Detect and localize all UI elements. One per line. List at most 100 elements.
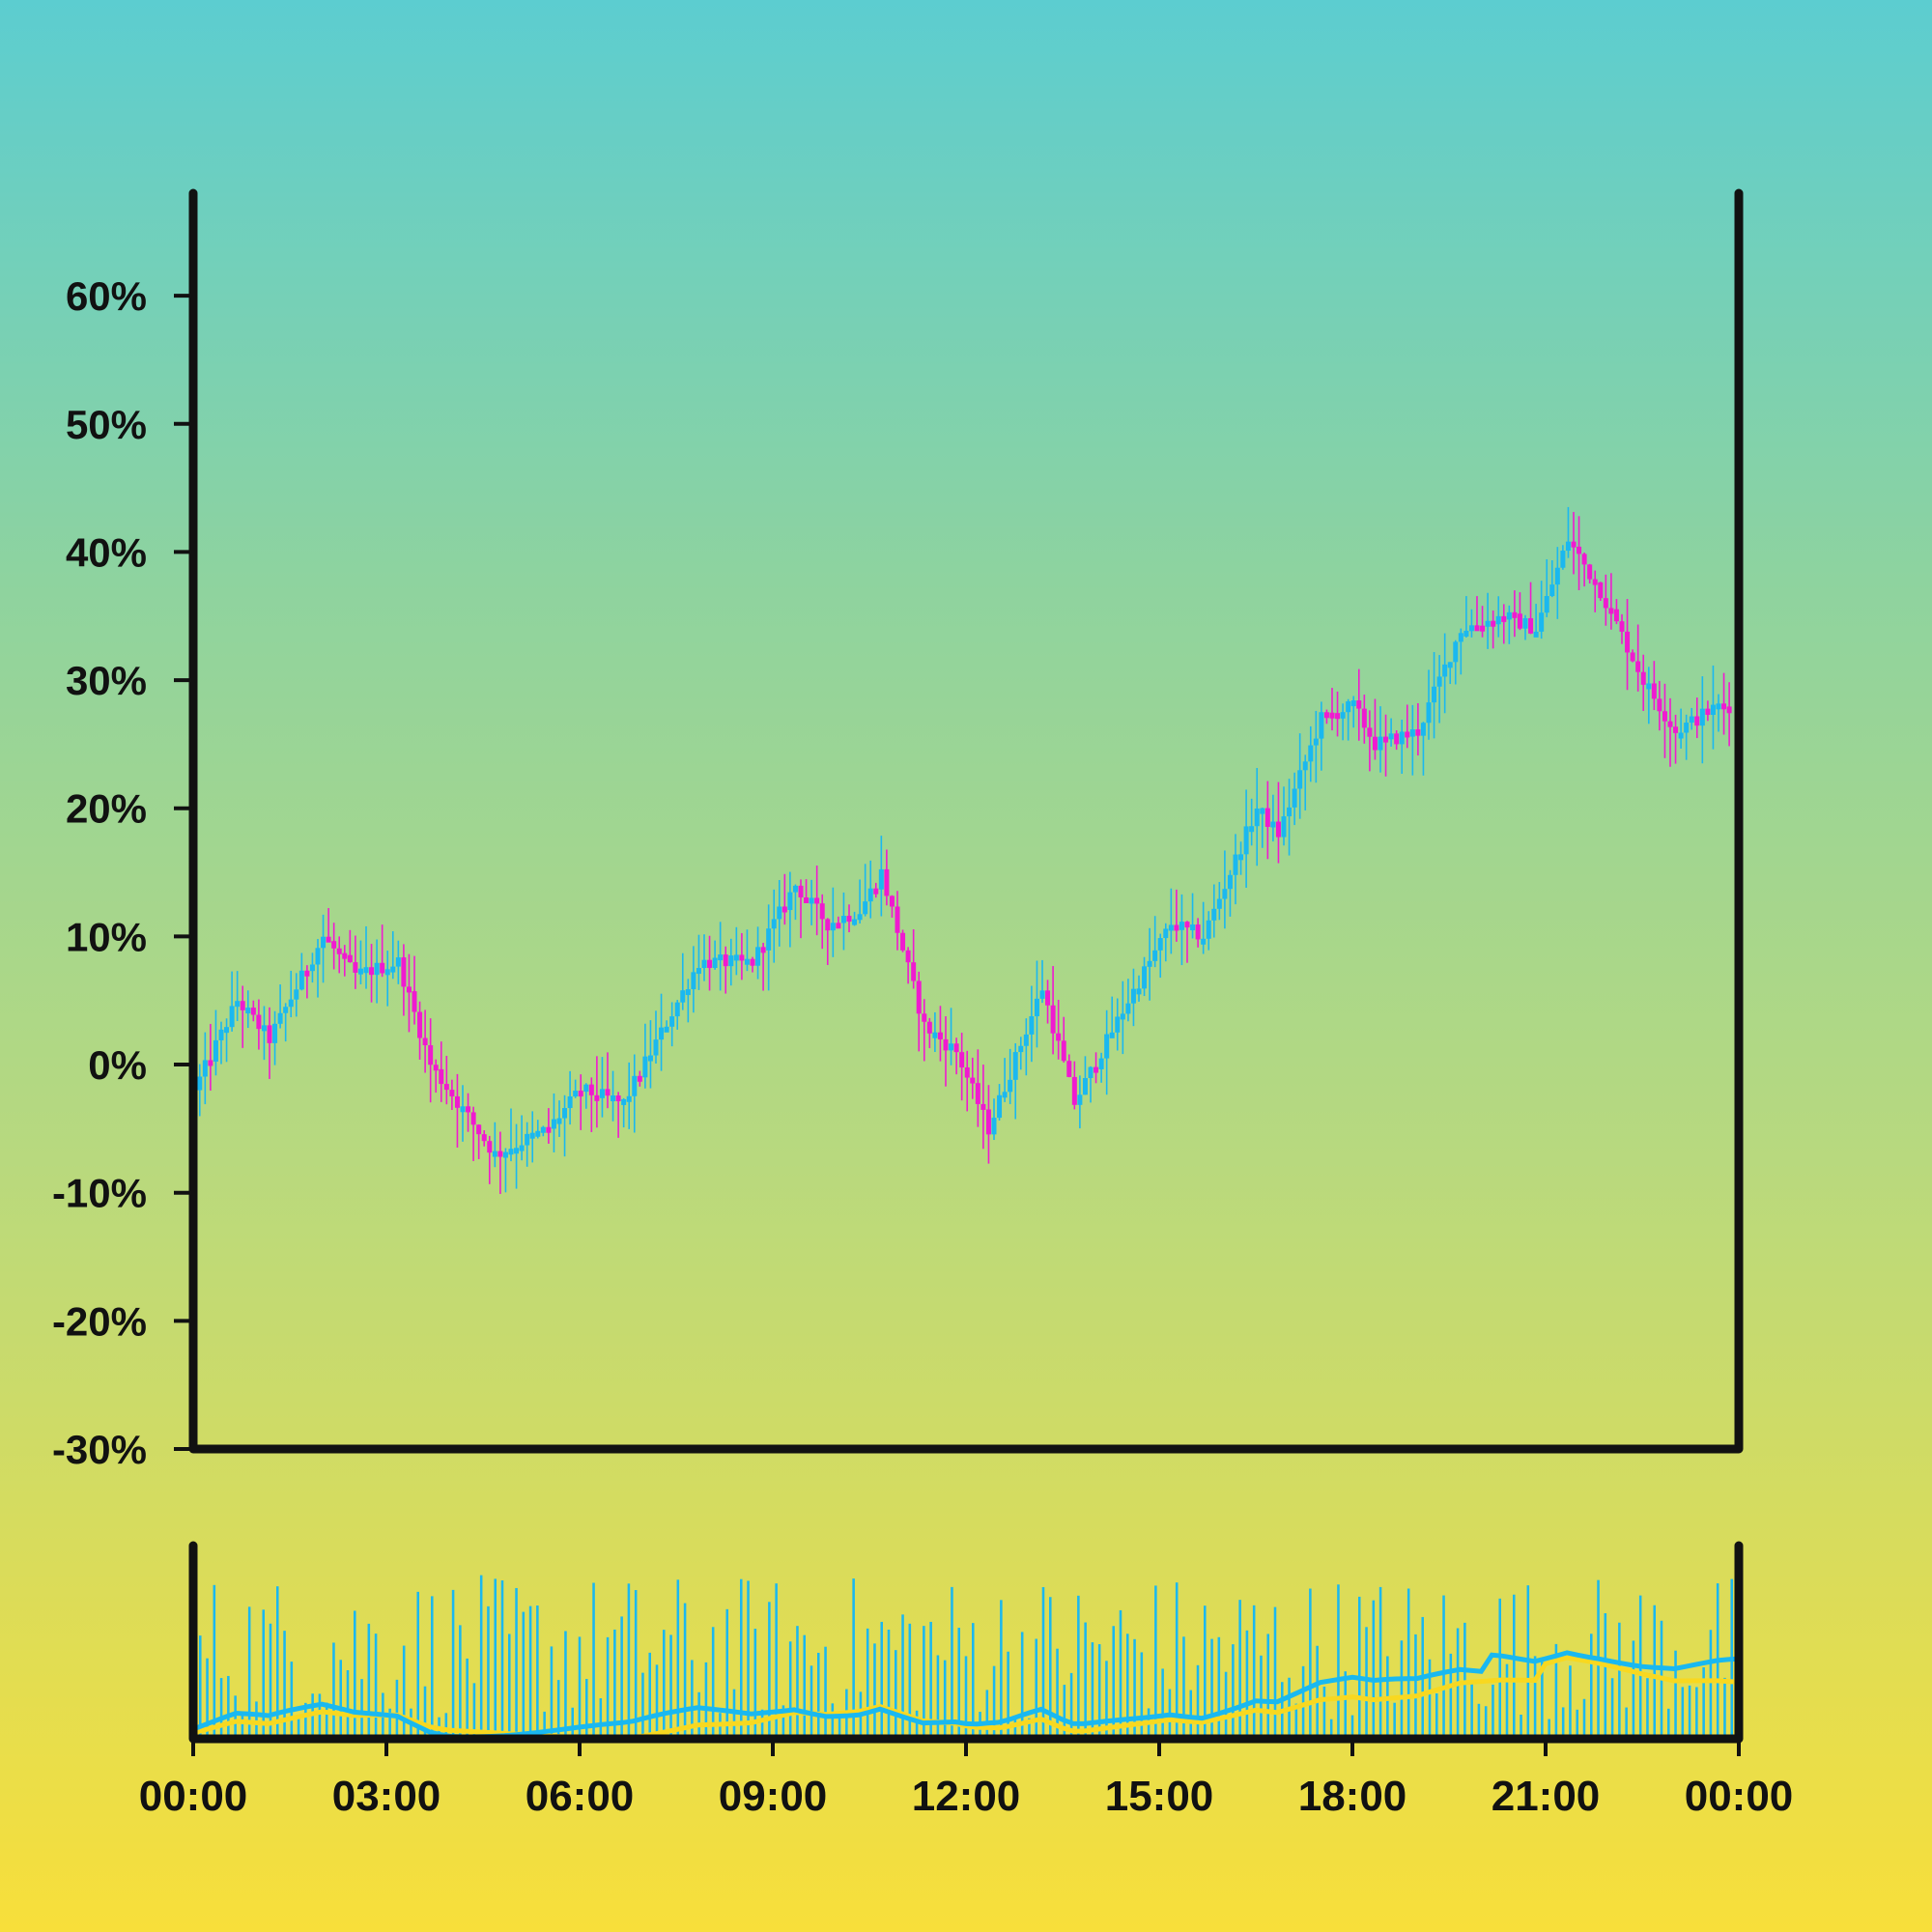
- candle-body: [1565, 541, 1571, 552]
- volume-bar: [1709, 1630, 1713, 1739]
- volume-bar: [915, 1710, 919, 1739]
- candle-body: [659, 1027, 665, 1040]
- candle-body: [336, 948, 342, 954]
- candle-body: [1721, 703, 1727, 710]
- y-tick-label: 10%: [66, 914, 147, 959]
- candle-body: [1350, 700, 1356, 707]
- candle-body: [1168, 924, 1174, 931]
- candle-body: [1689, 716, 1694, 724]
- candle-body: [1227, 874, 1233, 890]
- volume-bar: [451, 1589, 455, 1739]
- candle-body: [1367, 727, 1373, 737]
- candle-body: [1549, 584, 1555, 597]
- candle-body: [707, 959, 713, 969]
- volume-bar: [1513, 1594, 1516, 1739]
- volume-bar: [866, 1628, 869, 1739]
- candle-body: [470, 1112, 476, 1125]
- volume-bar: [725, 1608, 728, 1739]
- candle-body: [766, 928, 772, 951]
- candle-body: [1216, 898, 1222, 909]
- volume-bar: [1140, 1652, 1144, 1739]
- candle-body: [250, 1008, 256, 1015]
- candle-body: [1415, 729, 1421, 736]
- candle-body: [937, 1032, 943, 1039]
- candle-body: [406, 986, 412, 993]
- volume-bar: [354, 1610, 356, 1739]
- volume-bar: [711, 1627, 715, 1739]
- volume-bar: [747, 1580, 750, 1739]
- candle-body: [573, 1091, 579, 1097]
- candle-body: [739, 954, 745, 961]
- candle-body: [1662, 711, 1667, 722]
- volume-bar: [1077, 1595, 1080, 1739]
- candle-body: [975, 1083, 980, 1104]
- candle-body: [1050, 1005, 1056, 1034]
- candle-body: [1491, 620, 1496, 627]
- volume-bar: [1625, 1707, 1628, 1739]
- volume-bar: [332, 1642, 335, 1739]
- volume-bar: [1393, 1702, 1396, 1739]
- candle-body: [852, 919, 858, 925]
- y-tick-label: 40%: [66, 529, 147, 575]
- candle-body: [1287, 807, 1293, 817]
- volume-bar: [1204, 1605, 1207, 1739]
- candle-body: [771, 919, 777, 929]
- volume-bar: [1084, 1622, 1087, 1739]
- candle-body: [1710, 704, 1716, 716]
- axes: [188, 188, 1744, 1744]
- volume-bar: [957, 1628, 960, 1739]
- candle-body: [1468, 625, 1474, 632]
- candle-body: [949, 1043, 954, 1051]
- candle-body: [674, 1002, 680, 1017]
- x-tick-label: 00:00: [1685, 1773, 1794, 1820]
- candle-body: [1082, 1078, 1088, 1095]
- candle-body: [294, 989, 299, 1000]
- candle-body: [1678, 732, 1684, 739]
- volume-bar: [206, 1658, 209, 1739]
- candle-body: [1275, 821, 1281, 838]
- volume-bar: [1196, 1664, 1200, 1739]
- volume-bar: [431, 1596, 434, 1739]
- candle-body: [315, 948, 321, 965]
- candle-body: [777, 906, 782, 920]
- candle-body: [439, 1068, 444, 1085]
- volume-bar: [325, 1702, 328, 1739]
- candle-body: [685, 989, 691, 996]
- volume-bar: [1484, 1706, 1488, 1739]
- candle-body: [1002, 1092, 1008, 1098]
- candle-body: [417, 1011, 423, 1038]
- volume-bar: [234, 1695, 237, 1739]
- candle-body: [1297, 770, 1303, 789]
- candle-body: [1056, 1033, 1062, 1041]
- candle-body: [1206, 920, 1211, 939]
- candle-body: [755, 947, 761, 966]
- candle-body: [895, 906, 900, 933]
- candle-body: [1061, 1040, 1066, 1062]
- candle-body: [1335, 713, 1341, 720]
- volume-bar: [788, 1641, 792, 1739]
- volume-bar: [1350, 1715, 1354, 1739]
- candle-body: [1625, 631, 1631, 653]
- candle-body: [884, 868, 890, 896]
- volume-bar: [219, 1678, 223, 1739]
- volume-bar: [943, 1660, 947, 1739]
- volume-bar: [683, 1603, 687, 1739]
- volume-bar: [1646, 1678, 1649, 1739]
- volume-bar: [1632, 1640, 1635, 1739]
- candle-body: [1581, 554, 1587, 565]
- volume-bar: [536, 1605, 539, 1739]
- candle-body: [889, 895, 895, 907]
- volume-bar: [1520, 1714, 1522, 1739]
- volume-bar: [880, 1621, 883, 1739]
- candle-body: [1313, 738, 1319, 746]
- candle-body: [1694, 716, 1700, 726]
- candle-body: [857, 914, 863, 921]
- x-tick-label: 21:00: [1492, 1773, 1601, 1820]
- candle-body: [449, 1090, 455, 1096]
- candle-body: [846, 916, 852, 923]
- candle-body: [235, 1001, 241, 1008]
- volume-bar: [346, 1669, 350, 1739]
- candle-body: [1388, 733, 1394, 740]
- volume-bar: [895, 1650, 897, 1739]
